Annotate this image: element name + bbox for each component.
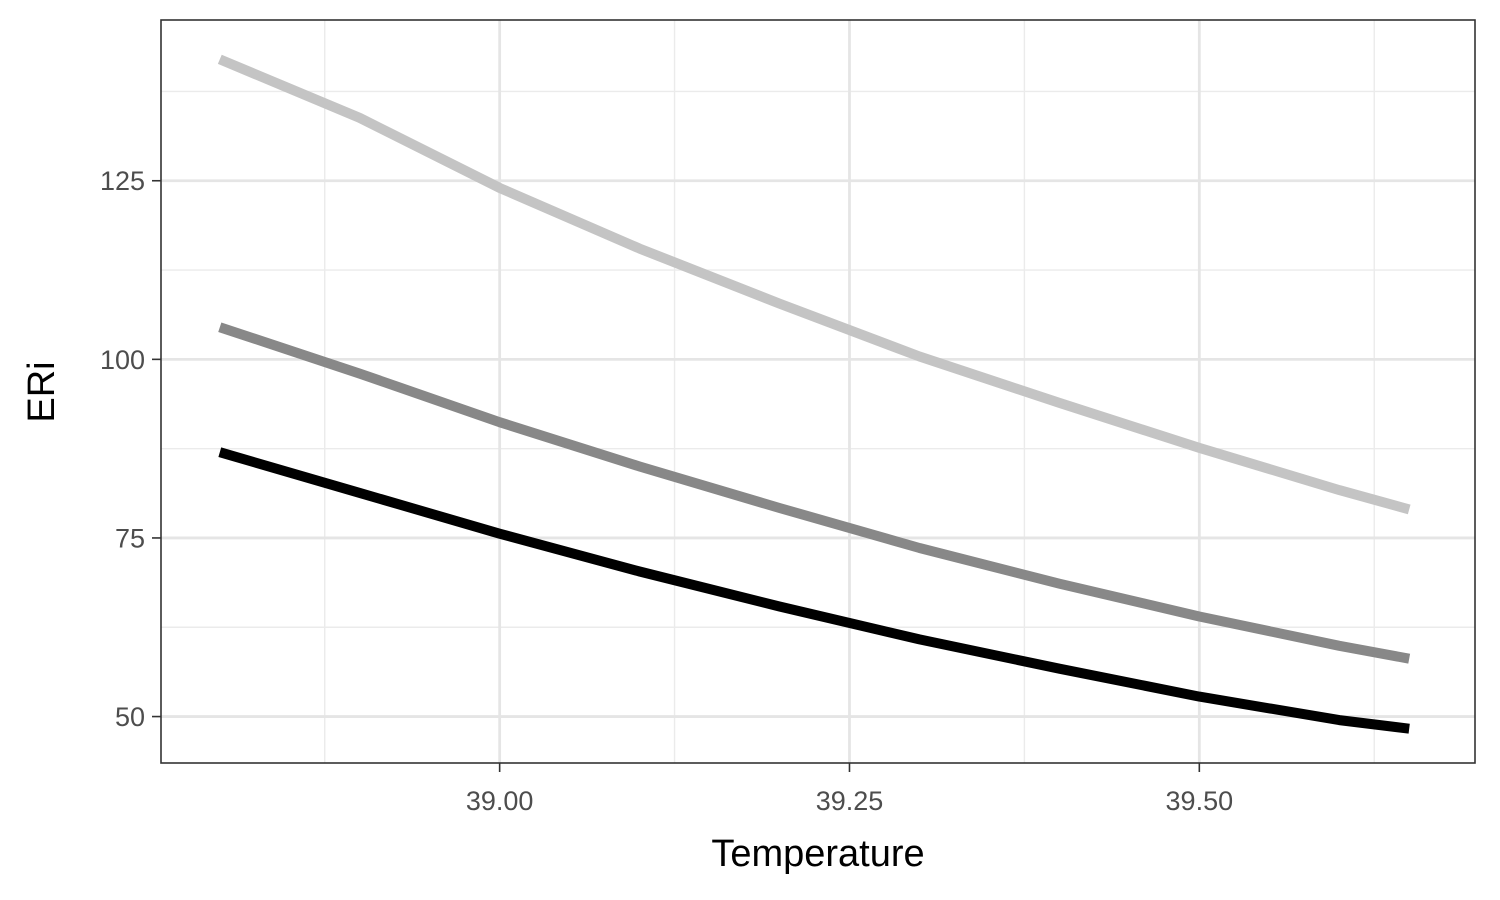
- x-axis: 39.00 39.25 39.50: [466, 763, 1233, 816]
- series-line-2: [218, 322, 1411, 664]
- y-tick-label: 50: [115, 702, 145, 732]
- series-line-1: [217, 54, 1411, 515]
- y-axis-title: ERi: [21, 361, 63, 422]
- series-layer: [217, 54, 1411, 734]
- y-tick-label: 75: [115, 523, 145, 553]
- panel-border: [160, 19, 1476, 764]
- y-tick-label: 100: [100, 345, 145, 375]
- x-tick-label: 39.00: [466, 786, 534, 816]
- panel-background: [161, 20, 1475, 763]
- grid-minor: [161, 20, 1475, 763]
- y-axis: 50 75 100 125: [100, 166, 161, 732]
- x-tick-label: 39.25: [816, 786, 884, 816]
- series-line-3: [218, 447, 1410, 734]
- grid-major: [161, 20, 1475, 763]
- x-tick-label: 39.50: [1166, 786, 1234, 816]
- y-tick-label: 125: [100, 166, 145, 196]
- x-axis-title: Temperature: [711, 833, 924, 875]
